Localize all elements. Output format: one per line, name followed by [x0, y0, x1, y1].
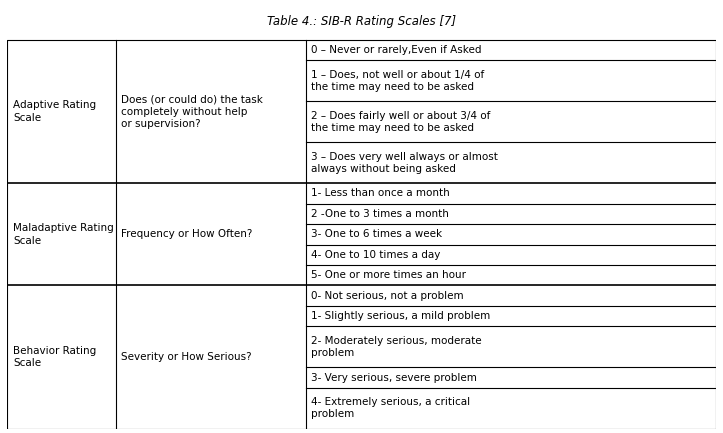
Text: Behavior Rating
Scale: Behavior Rating Scale: [13, 346, 96, 368]
Text: 2 – Does fairly well or about 3/4 of
the time may need to be asked: 2 – Does fairly well or about 3/4 of the…: [311, 111, 491, 133]
Text: 0- Not serious, not a problem: 0- Not serious, not a problem: [311, 291, 464, 301]
Text: 1- Less than once a month: 1- Less than once a month: [311, 188, 450, 198]
Text: Adaptive Rating
Scale: Adaptive Rating Scale: [13, 100, 96, 123]
Text: 4- Extremely serious, a critical
problem: 4- Extremely serious, a critical problem: [311, 397, 471, 420]
Text: Frequency or How Often?: Frequency or How Often?: [121, 229, 252, 239]
Text: Severity or How Serious?: Severity or How Serious?: [121, 352, 252, 362]
Text: 1 – Does, not well or about 1/4 of
the time may need to be asked: 1 – Does, not well or about 1/4 of the t…: [311, 70, 484, 92]
Text: 2- Moderately serious, moderate
problem: 2- Moderately serious, moderate problem: [311, 336, 482, 358]
Text: Maladaptive Rating
Scale: Maladaptive Rating Scale: [13, 223, 114, 246]
Text: Table 4.: SIB-R Rating Scales [7]: Table 4.: SIB-R Rating Scales [7]: [267, 15, 456, 28]
Text: 3- Very serious, severe problem: 3- Very serious, severe problem: [311, 372, 477, 382]
Text: 4- One to 10 times a day: 4- One to 10 times a day: [311, 250, 440, 260]
Text: 2 -One to 3 times a month: 2 -One to 3 times a month: [311, 209, 449, 219]
Text: 3 – Does very well always or almost
always without being asked: 3 – Does very well always or almost alwa…: [311, 152, 498, 174]
Text: 3- One to 6 times a week: 3- One to 6 times a week: [311, 229, 442, 239]
Text: 0 – Never or rarely,Even if Asked: 0 – Never or rarely,Even if Asked: [311, 45, 482, 55]
Text: 1- Slightly serious, a mild problem: 1- Slightly serious, a mild problem: [311, 311, 490, 321]
Text: 5- One or more times an hour: 5- One or more times an hour: [311, 270, 466, 280]
Text: Does (or could do) the task
completely without help
or supervision?: Does (or could do) the task completely w…: [121, 94, 263, 129]
